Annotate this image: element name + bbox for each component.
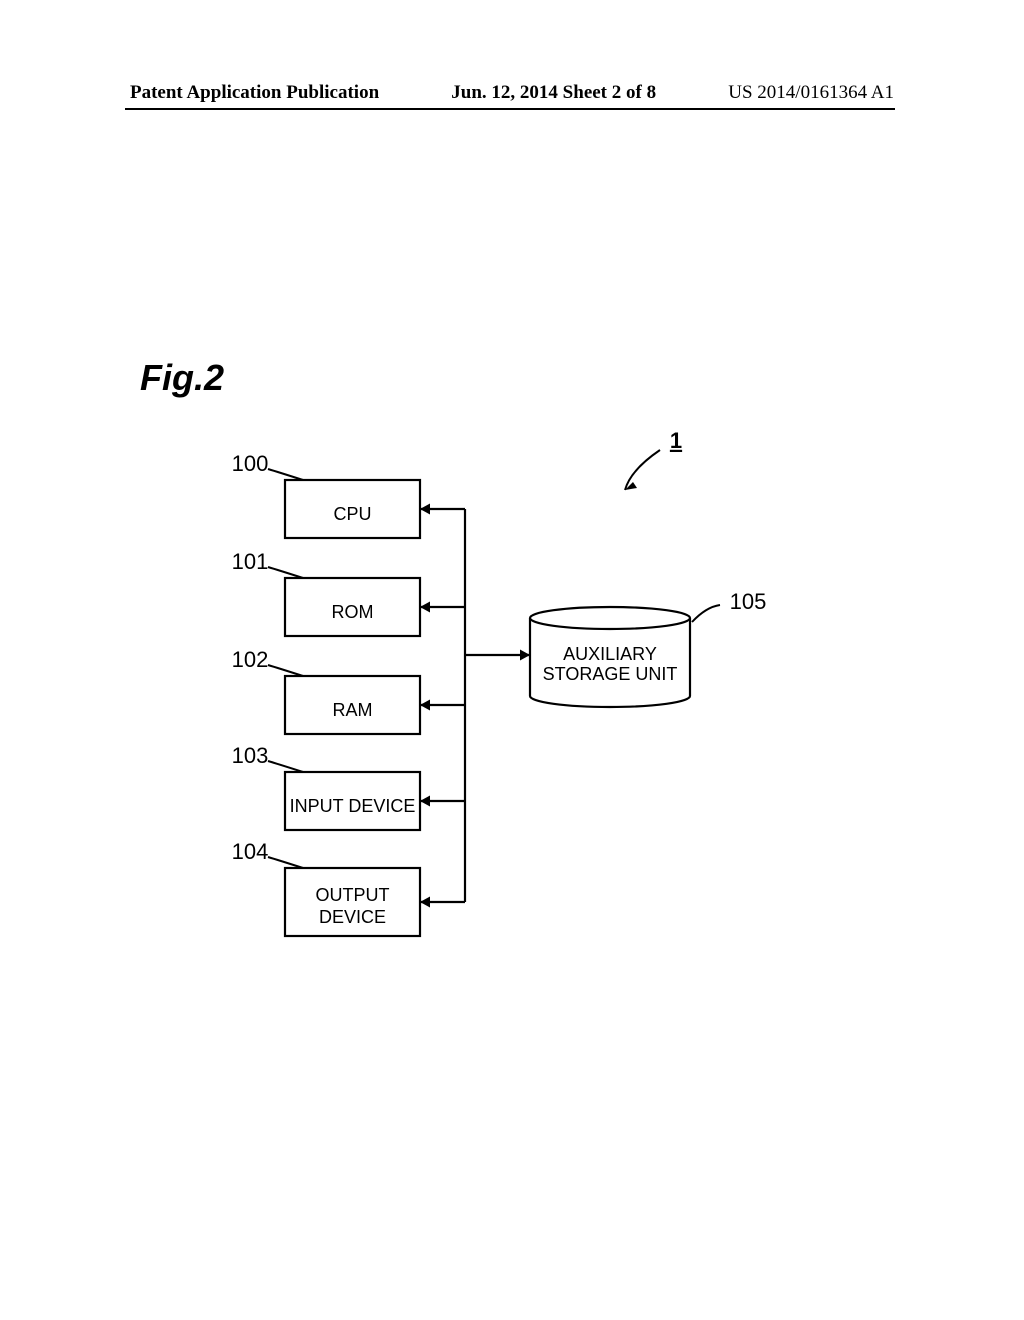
svg-text:ROM: ROM xyxy=(332,602,374,622)
svg-text:104: 104 xyxy=(232,839,269,864)
svg-text:100: 100 xyxy=(232,451,269,476)
block-diagram: CPU 100 ROM 101 RAM 102 INPUT DEVICE 103 OUTPUTD… xyxy=(0,0,1024,1320)
svg-text:AUXILIARY: AUXILIARY xyxy=(563,644,657,664)
svg-text:1: 1 xyxy=(670,428,682,453)
svg-text:RAM: RAM xyxy=(333,700,373,720)
svg-text:103: 103 xyxy=(232,743,269,768)
svg-text:STORAGE UNIT: STORAGE UNIT xyxy=(543,664,678,684)
svg-text:105: 105 xyxy=(730,589,767,614)
svg-text:DEVICE: DEVICE xyxy=(319,907,386,927)
svg-text:CPU: CPU xyxy=(333,504,371,524)
svg-text:102: 102 xyxy=(232,647,269,672)
svg-text:OUTPUT: OUTPUT xyxy=(316,885,390,905)
svg-text:101: 101 xyxy=(232,549,269,574)
svg-text:INPUT DEVICE: INPUT DEVICE xyxy=(290,796,416,816)
